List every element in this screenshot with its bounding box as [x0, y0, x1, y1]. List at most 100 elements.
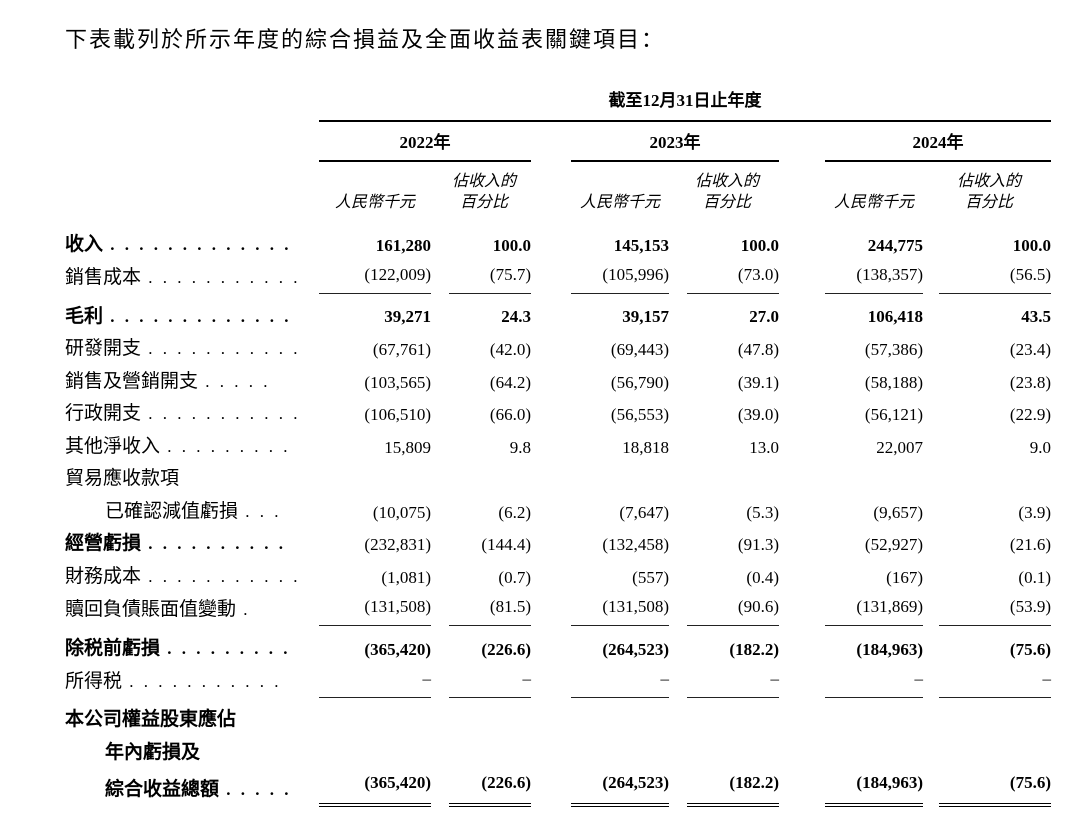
column-gap — [431, 495, 449, 528]
column-gap — [431, 462, 449, 495]
cell-value: (23.8) — [1009, 372, 1051, 392]
cell-value: (182.2) — [687, 768, 779, 808]
cell-value — [939, 462, 1051, 495]
column-gap — [431, 294, 449, 333]
cell-value: (66.0) — [489, 405, 531, 425]
column-gap — [531, 260, 571, 293]
subcol-pct-line1: 佔收入的 — [694, 173, 759, 191]
column-gap — [531, 736, 571, 769]
dot-leader: . . . . . . . . . . . — [122, 671, 282, 691]
column-gap — [431, 430, 449, 463]
cell-value — [687, 462, 779, 495]
cell-value: 15,809 — [384, 437, 431, 457]
cell-value — [825, 462, 923, 495]
column-gap — [431, 228, 449, 261]
column-gap — [779, 664, 825, 697]
column-gap — [923, 495, 939, 528]
column-gap — [431, 161, 449, 228]
cell-value: (264,523) — [571, 768, 669, 808]
column-gap — [669, 495, 687, 528]
cell-value: (21.6) — [1009, 535, 1051, 555]
column-gap — [923, 332, 939, 365]
table-row: 行政開支 . . . . . . . . . . . (106,510) (66.0… — [65, 397, 1051, 430]
column-gap — [669, 260, 687, 293]
cell-value — [687, 736, 779, 769]
column-gap — [779, 260, 825, 293]
column-gap — [531, 527, 571, 560]
row-label: 贖回負債賬面值變動 . — [65, 599, 251, 621]
row-label: 所得税 . . . . . . . . . . . — [65, 670, 282, 692]
table-row: 其他淨收入 . . . . . . . . . 15,809 9.8 18,818 13… — [65, 430, 1051, 463]
cell-value: (103,565) — [364, 372, 431, 392]
row-label: 本公司權益股東應佔 — [65, 709, 237, 731]
row-label: 綜合收益總額 . . . . . — [105, 778, 292, 800]
cell-value — [825, 736, 923, 769]
cell-value: 100.0 — [492, 235, 531, 255]
cell-value: (67,761) — [372, 340, 431, 360]
column-gap — [305, 626, 319, 665]
cell-value: (138,357) — [825, 260, 923, 295]
cell-value: – — [449, 664, 531, 698]
cell-value: (0.1) — [1018, 567, 1051, 587]
cell-value: (39.1) — [737, 372, 779, 392]
table-row: 毛利 . . . . . . . . . . . . . 39,271 24.3 39… — [65, 294, 1051, 333]
subcol-pct-line2: 百分比 — [459, 194, 508, 212]
column-gap — [431, 260, 449, 293]
cell-value: (64.2) — [489, 372, 531, 392]
column-gap — [779, 121, 825, 162]
period-header: 截至12月31日止年度 — [319, 86, 1051, 122]
subcol-pct-line2: 百分比 — [702, 194, 751, 212]
column-gap — [431, 365, 449, 398]
dot-leader: . . . . . . . . . . . — [141, 268, 301, 288]
cell-value: (226.6) — [481, 639, 531, 659]
dot-leader: . — [236, 600, 251, 620]
column-gap — [923, 768, 939, 805]
column-gap — [669, 462, 687, 495]
cell-value: 9.8 — [509, 437, 531, 457]
column-gap — [305, 365, 319, 398]
column-gap — [669, 332, 687, 365]
column-gap — [305, 462, 319, 495]
column-gap — [669, 397, 687, 430]
cell-value — [319, 462, 431, 495]
column-gap — [431, 736, 449, 769]
cell-value: – — [687, 664, 779, 698]
table-row: 銷售及營銷開支 . . . . . (103,565) (64.2) (56,790)… — [65, 365, 1051, 398]
column-gap — [305, 592, 319, 625]
column-gap — [305, 332, 319, 365]
column-gap — [923, 664, 939, 697]
column-gap — [923, 430, 939, 463]
column-gap — [531, 626, 571, 665]
period-header-row: 截至12月31日止年度 — [65, 86, 1051, 122]
column-gap — [669, 626, 687, 665]
cell-value: 13.0 — [749, 437, 779, 457]
row-label: 銷售成本 . . . . . . . . . . . — [65, 267, 301, 289]
column-gap — [923, 294, 939, 333]
row-label: 毛利 . . . . . . . . . . . . . — [65, 305, 292, 327]
row-label: 貿易應收款項 — [65, 468, 180, 490]
column-gap — [669, 736, 687, 769]
row-label: 已確認減值虧損 . . . — [105, 500, 282, 522]
empty-cell — [65, 161, 305, 228]
cell-value: (365,420) — [364, 639, 431, 659]
cell-value: (131,508) — [571, 592, 669, 627]
column-gap — [531, 161, 571, 228]
cell-value: 106,418 — [867, 307, 923, 327]
column-gap — [531, 560, 571, 593]
column-gap — [305, 161, 319, 228]
column-gap — [779, 736, 825, 769]
column-gap — [923, 697, 939, 736]
column-gap — [669, 664, 687, 697]
row-label: 除税前虧損 . . . . . . . . . — [65, 637, 291, 659]
cell-value: (131,869) — [825, 592, 923, 627]
cell-value: (6.2) — [498, 502, 531, 522]
column-gap — [669, 365, 687, 398]
column-gap — [669, 294, 687, 333]
column-gap — [923, 626, 939, 665]
column-gap — [531, 462, 571, 495]
cell-value: (184,963) — [856, 639, 923, 659]
cell-value — [939, 697, 1051, 736]
cell-value: (122,009) — [319, 260, 431, 295]
column-gap — [923, 365, 939, 398]
row-label: 經營虧損 . . . . . . . . . . — [65, 533, 287, 555]
